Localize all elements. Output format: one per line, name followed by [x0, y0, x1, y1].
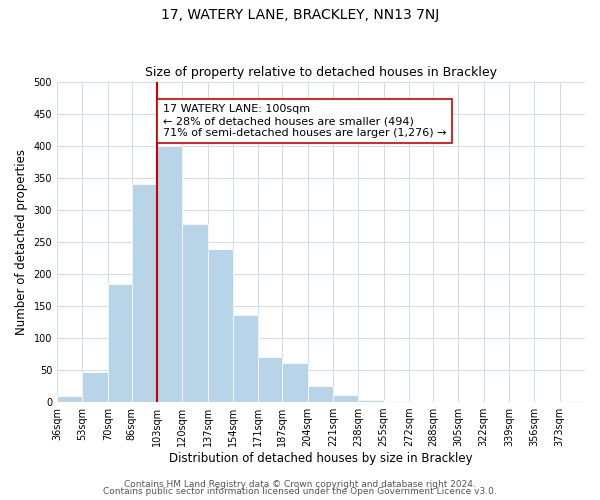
Title: Size of property relative to detached houses in Brackley: Size of property relative to detached ho…	[145, 66, 497, 80]
Bar	[157, 146, 182, 402]
Bar	[182, 224, 208, 402]
Bar	[131, 184, 157, 402]
Text: 17, WATERY LANE, BRACKLEY, NN13 7NJ: 17, WATERY LANE, BRACKLEY, NN13 7NJ	[161, 8, 439, 22]
Bar	[560, 401, 585, 402]
Bar	[333, 395, 358, 402]
Bar	[358, 400, 383, 402]
Bar	[308, 386, 333, 402]
Bar	[108, 284, 131, 402]
Bar	[57, 396, 82, 402]
Text: Contains HM Land Registry data © Crown copyright and database right 2024.: Contains HM Land Registry data © Crown c…	[124, 480, 476, 489]
Bar	[233, 315, 259, 402]
Bar	[259, 358, 282, 402]
Bar	[282, 363, 308, 402]
X-axis label: Distribution of detached houses by size in Brackley: Distribution of detached houses by size …	[169, 452, 473, 465]
Bar	[82, 372, 108, 402]
Y-axis label: Number of detached properties: Number of detached properties	[15, 149, 28, 335]
Text: Contains public sector information licensed under the Open Government Licence v3: Contains public sector information licen…	[103, 487, 497, 496]
Text: 17 WATERY LANE: 100sqm
← 28% of detached houses are smaller (494)
71% of semi-de: 17 WATERY LANE: 100sqm ← 28% of detached…	[163, 104, 446, 138]
Bar	[208, 249, 233, 402]
